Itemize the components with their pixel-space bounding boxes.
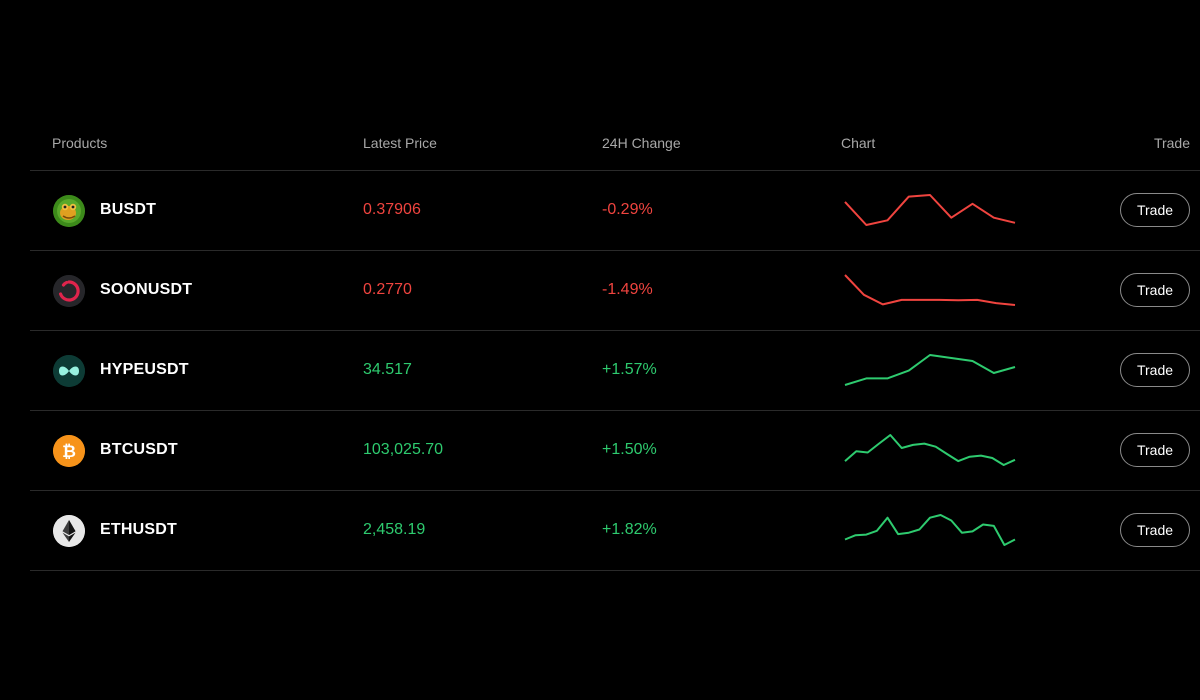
ethereum-icon: [53, 515, 85, 547]
column-header-trade: Trade: [1153, 135, 1190, 151]
change-24h: +1.82%: [602, 521, 657, 538]
table-row[interactable]: SOONUSDT 0.2770 -1.49% Trade: [30, 251, 1200, 331]
latest-price: 0.2770: [363, 281, 412, 298]
change-24h: +1.57%: [602, 361, 657, 378]
column-header-latest-price: Latest Price: [363, 135, 437, 151]
trade-button[interactable]: Trade: [1120, 353, 1190, 387]
product-symbol: SOONUSDT: [100, 281, 193, 298]
svg-text:₿: ₿: [62, 442, 76, 462]
table-row[interactable]: ETHUSDT 2,458.19 +1.82% Trade: [30, 491, 1200, 571]
trade-button[interactable]: Trade: [1120, 193, 1190, 227]
sparkline-chart: [844, 514, 1016, 546]
sparkline-line: [844, 354, 1016, 386]
soon-coin-icon: [53, 275, 85, 307]
table-row[interactable]: BUSDT 0.37906 -0.29% Trade: [30, 171, 1200, 251]
trade-button[interactable]: Trade: [1120, 433, 1190, 467]
product-symbol: BUSDT: [100, 201, 157, 218]
latest-price: 34.517: [363, 361, 412, 378]
trade-button[interactable]: Trade: [1120, 513, 1190, 547]
change-24h: -0.29%: [602, 201, 653, 218]
sparkline-chart: [844, 274, 1016, 306]
table-header: Products Latest Price 24H Change Chart T…: [30, 122, 1200, 171]
product-symbol: ETHUSDT: [100, 521, 177, 538]
sparkline-chart: [844, 194, 1016, 226]
product-symbol: BTCUSDT: [100, 441, 178, 458]
sparkline-line: [844, 434, 1016, 466]
column-header-24h-change: 24H Change: [602, 135, 681, 151]
change-24h: +1.50%: [602, 441, 657, 458]
sparkline-line: [844, 514, 1016, 546]
change-24h: -1.49%: [602, 281, 653, 298]
hype-coin-icon: [53, 355, 85, 387]
markets-table: Products Latest Price 24H Change Chart T…: [30, 122, 1200, 571]
column-header-products: Products: [52, 135, 108, 151]
sparkline-chart: [844, 354, 1016, 386]
table-row[interactable]: ₿ BTCUSDT 103,025.70 +1.50% Trade: [30, 411, 1200, 491]
table-row[interactable]: HYPEUSDT 34.517 +1.57% Trade: [30, 331, 1200, 411]
product-symbol: HYPEUSDT: [100, 361, 189, 378]
busdt-coin-icon: [53, 195, 85, 227]
trade-button[interactable]: Trade: [1120, 273, 1190, 307]
sparkline-line: [844, 194, 1016, 226]
sparkline-line: [844, 274, 1016, 306]
column-header-chart: Chart: [841, 135, 876, 151]
sparkline-chart: [844, 434, 1016, 466]
latest-price: 0.37906: [363, 201, 421, 218]
latest-price: 103,025.70: [363, 441, 444, 458]
latest-price: 2,458.19: [363, 521, 426, 538]
bitcoin-icon: ₿: [53, 435, 85, 467]
